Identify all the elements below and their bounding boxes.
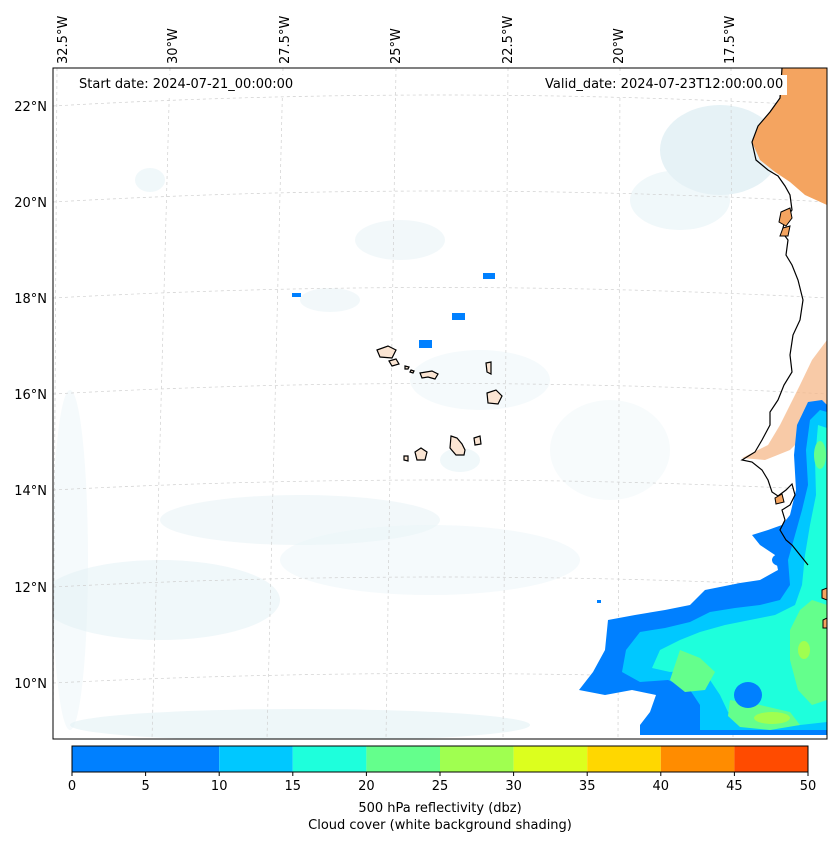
colorbar-label-reflectivity: 500 hPa reflectivity (dbz) [358,801,522,816]
colorbar-tick-label: 15 [285,779,302,794]
colorbar-tick-label: 40 [653,779,670,794]
cape-verde-islands [376,345,503,462]
latitude-labels: 22°N 20°N 18°N 16°N 14°N 12°N 10°N [14,100,47,692]
lon-label-22-5w: 22.5°W [501,16,516,64]
colorbar-tick-label: 10 [211,779,228,794]
lat-label-18n: 18°N [14,292,47,307]
colorbar-tick-label: 35 [579,779,596,794]
colorbar-swatch-10-15 [219,746,293,772]
colorbar-swatch-35-40 [587,746,661,772]
longitude-labels: 32.5°W 30°W 27.5°W 25°W 22.5°W 20°W 17.5… [56,16,738,64]
valid-date-value: 2024-07-23T12:00:00.00 [620,77,784,92]
colorbar-swatch-0-10 [72,746,220,772]
lat-label-14n: 14°N [14,484,47,499]
colorbar-swatch-15-20 [292,746,367,772]
colorbar-tick-label: 25 [432,779,449,794]
reflectivity-band-15-20 [652,425,827,728]
colorbar-swatch-20-25 [366,746,440,772]
lon-label-30w: 30°W [166,28,181,64]
colorbar-tick-label: 45 [726,779,743,794]
colorbar-swatch-40-45 [660,746,735,772]
lat-label-10n: 10°N [14,677,47,692]
africa-land-north [752,68,827,205]
coastal-islets [774,207,827,629]
colorbar-tick-label: 20 [358,779,375,794]
reflectivity-band-25-30 [754,641,810,724]
lat-label-22n: 22°N [14,100,47,115]
colorbar-tick-label: 5 [141,779,149,794]
colorbar-label-cloud-cover: Cloud cover (white background shading) [308,818,572,833]
start-date-label: Start date: [79,77,149,92]
africa-coastline [740,68,809,566]
lat-label-12n: 12°N [14,581,47,596]
colorbar-swatch-25-30 [440,746,514,772]
colorbar-tick-label: 0 [68,779,76,794]
start-date-annotation: Start date: 2024-07-21_00:00:00 [75,75,298,95]
lat-label-16n: 16°N [14,388,47,403]
colorbar: 0 5 10 15 20 25 30 35 40 45 50 [68,745,817,794]
isolated-reflectivity-cells [292,273,601,603]
start-date-value: 2024-07-21_00:00:00 [152,77,294,92]
lon-label-17-5w: 17.5°W [723,16,738,64]
colorbar-swatch-45-50 [734,746,808,772]
valid-date-annotation: Valid_date: 2024-07-23T12:00:00.00 [541,75,788,95]
colorbar-swatch-30-35 [513,746,588,772]
reflectivity-band-0-10-inner [734,554,788,708]
lon-label-32-5w: 32.5°W [56,16,71,64]
colorbar-tick-label: 50 [800,779,817,794]
lon-label-25w: 25°W [389,28,404,64]
lat-label-20n: 20°N [14,196,47,211]
valid-date-label: Valid_date: [545,77,617,92]
map-frame [52,67,828,740]
colorbar-tick-label: 30 [505,779,522,794]
lon-label-20w: 20°W [612,28,627,64]
lon-label-27-5w: 27.5°W [278,16,293,64]
